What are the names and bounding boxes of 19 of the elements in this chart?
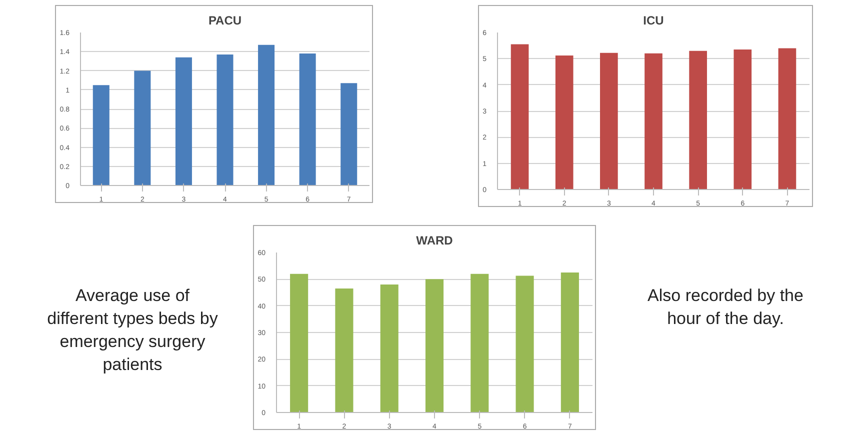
text: Also recorded by the hour of the day. xyxy=(646,285,804,330)
bar xyxy=(600,52,618,190)
bar xyxy=(340,83,358,186)
bar xyxy=(510,44,529,190)
bar xyxy=(134,70,151,186)
bar xyxy=(216,54,234,186)
bar xyxy=(689,50,707,190)
chart-title: ICU xyxy=(643,14,664,28)
bar xyxy=(258,44,275,186)
bar xyxy=(555,56,574,190)
bar xyxy=(644,53,662,190)
bar xyxy=(92,85,110,186)
chart-title: WARD xyxy=(416,234,454,248)
bar xyxy=(175,57,192,186)
chart-title: PACU xyxy=(208,14,242,28)
bar xyxy=(299,54,316,186)
bar xyxy=(778,48,796,190)
bar xyxy=(734,50,752,190)
text: Average use of different types beds by emergency surgery patients xyxy=(46,285,219,376)
